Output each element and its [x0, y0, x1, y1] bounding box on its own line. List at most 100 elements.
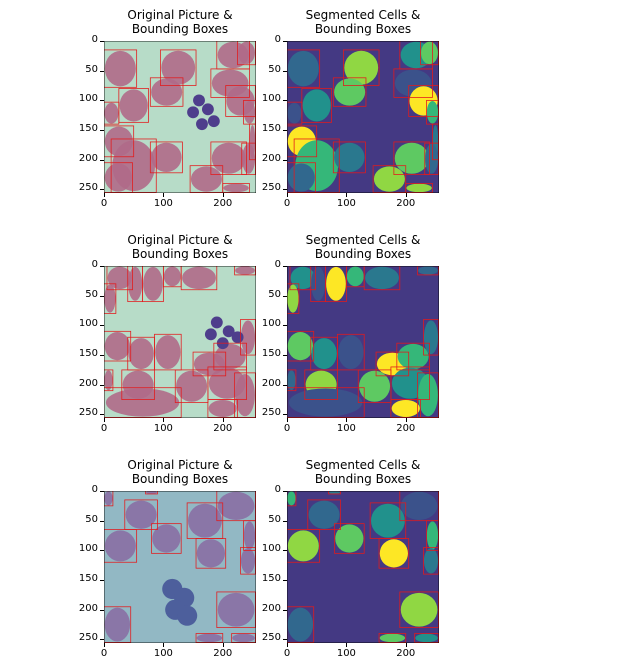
- bounding-box: [216, 591, 256, 628]
- bounding-box: [104, 101, 120, 125]
- bounding-box: [417, 266, 439, 276]
- bounding-box: [213, 342, 247, 371]
- bounding-box: [189, 165, 224, 193]
- bounding-box: [343, 49, 380, 86]
- y-tick: [283, 355, 287, 357]
- y-tick: [283, 70, 287, 72]
- nucleus-lobe: [196, 118, 208, 131]
- nucleus-lobe: [201, 103, 214, 116]
- panel-title: Original Picture & Bounding Boxes: [70, 458, 290, 486]
- cell: [344, 50, 379, 85]
- cell: [143, 266, 163, 301]
- nucleus-lobe: [187, 106, 199, 119]
- cell: [379, 539, 408, 568]
- bounding-box: [307, 499, 341, 530]
- x-tick-label: 200: [213, 648, 233, 659]
- bounding-box: [375, 351, 410, 377]
- bounding-box: [104, 330, 132, 362]
- x-tick-label: 0: [100, 198, 108, 209]
- bounding-box: [231, 633, 256, 643]
- x-tick-label: 200: [396, 423, 416, 434]
- cell: [105, 388, 180, 417]
- bounding-box: [104, 369, 114, 392]
- title-line: Bounding Boxes: [314, 472, 412, 486]
- cell: [421, 41, 438, 65]
- y-tick: [100, 325, 104, 327]
- y-tick: [100, 41, 104, 42]
- x-tick: [163, 418, 165, 422]
- cell: [338, 335, 364, 370]
- bounding-box: [287, 491, 297, 507]
- y-tick-label: 250: [261, 632, 281, 644]
- x-tick: [104, 193, 105, 197]
- cell: [288, 388, 363, 417]
- y-tick: [100, 414, 104, 416]
- cell: [151, 142, 182, 173]
- cell: [287, 530, 319, 562]
- bounding-box: [104, 49, 138, 88]
- cell: [217, 592, 255, 627]
- y-tick-label: 150: [78, 123, 98, 135]
- bounding-box: [243, 520, 256, 551]
- image-plot: [287, 491, 439, 643]
- bounding-box: [396, 342, 430, 371]
- cell: [104, 530, 136, 562]
- x-tick: [346, 643, 348, 647]
- bounding-box: [417, 372, 439, 418]
- nucleus-lobe: [210, 316, 223, 329]
- x-tick: [222, 418, 224, 422]
- x-tick-label: 200: [396, 648, 416, 659]
- y-tick: [283, 414, 287, 416]
- y-tick-label: 0: [274, 259, 281, 270]
- cell: [287, 50, 319, 87]
- bounding-box: [195, 633, 224, 643]
- cell: [418, 373, 438, 417]
- y-tick: [100, 295, 104, 297]
- cell: [176, 370, 208, 402]
- y-tick-label: 250: [78, 632, 98, 644]
- y-tick-label: 250: [261, 407, 281, 419]
- bounding-box: [414, 633, 439, 643]
- nucleus-lobe: [177, 605, 198, 626]
- bounding-box: [151, 523, 182, 554]
- cell: [196, 633, 223, 643]
- original-panel-row-3: Original Picture & Bounding Boxes: [104, 458, 256, 643]
- cell: [415, 633, 438, 643]
- bounding-box: [104, 387, 182, 418]
- y-tick-label: 200: [78, 152, 98, 164]
- title-line: Bounding Boxes: [131, 472, 229, 486]
- y-tick-label: 0: [274, 34, 281, 45]
- image-plot: [104, 266, 256, 418]
- y-tick-label: 100: [261, 93, 281, 105]
- bounding-box: [432, 123, 439, 161]
- bounding-box: [390, 399, 421, 418]
- cell: [287, 102, 302, 124]
- y-tick: [100, 266, 104, 267]
- x-tick: [163, 643, 165, 647]
- title-line: Bounding Boxes: [131, 247, 229, 261]
- cell: [243, 521, 256, 550]
- cell: [104, 332, 131, 361]
- y-tick: [283, 189, 287, 191]
- bounding-box: [149, 141, 183, 174]
- bounding-box: [110, 138, 157, 193]
- y-tick: [100, 189, 104, 191]
- x-tick: [346, 193, 348, 197]
- cell: [104, 284, 116, 313]
- x-tick: [346, 418, 348, 422]
- x-tick-label: 100: [336, 423, 356, 434]
- y-tick: [283, 130, 287, 132]
- bounding-box: [180, 266, 218, 291]
- bounding-box: [145, 491, 158, 495]
- y-tick-label: 250: [78, 182, 98, 194]
- bounding-box: [287, 330, 315, 362]
- cell: [151, 78, 183, 106]
- title-line: Bounding Boxes: [314, 22, 412, 36]
- y-tick-label: 200: [261, 377, 281, 389]
- bounding-box: [287, 125, 318, 158]
- cell: [406, 183, 432, 193]
- cell: [188, 503, 222, 538]
- cell: [373, 166, 405, 192]
- y-tick: [100, 355, 104, 357]
- x-tick: [405, 643, 407, 647]
